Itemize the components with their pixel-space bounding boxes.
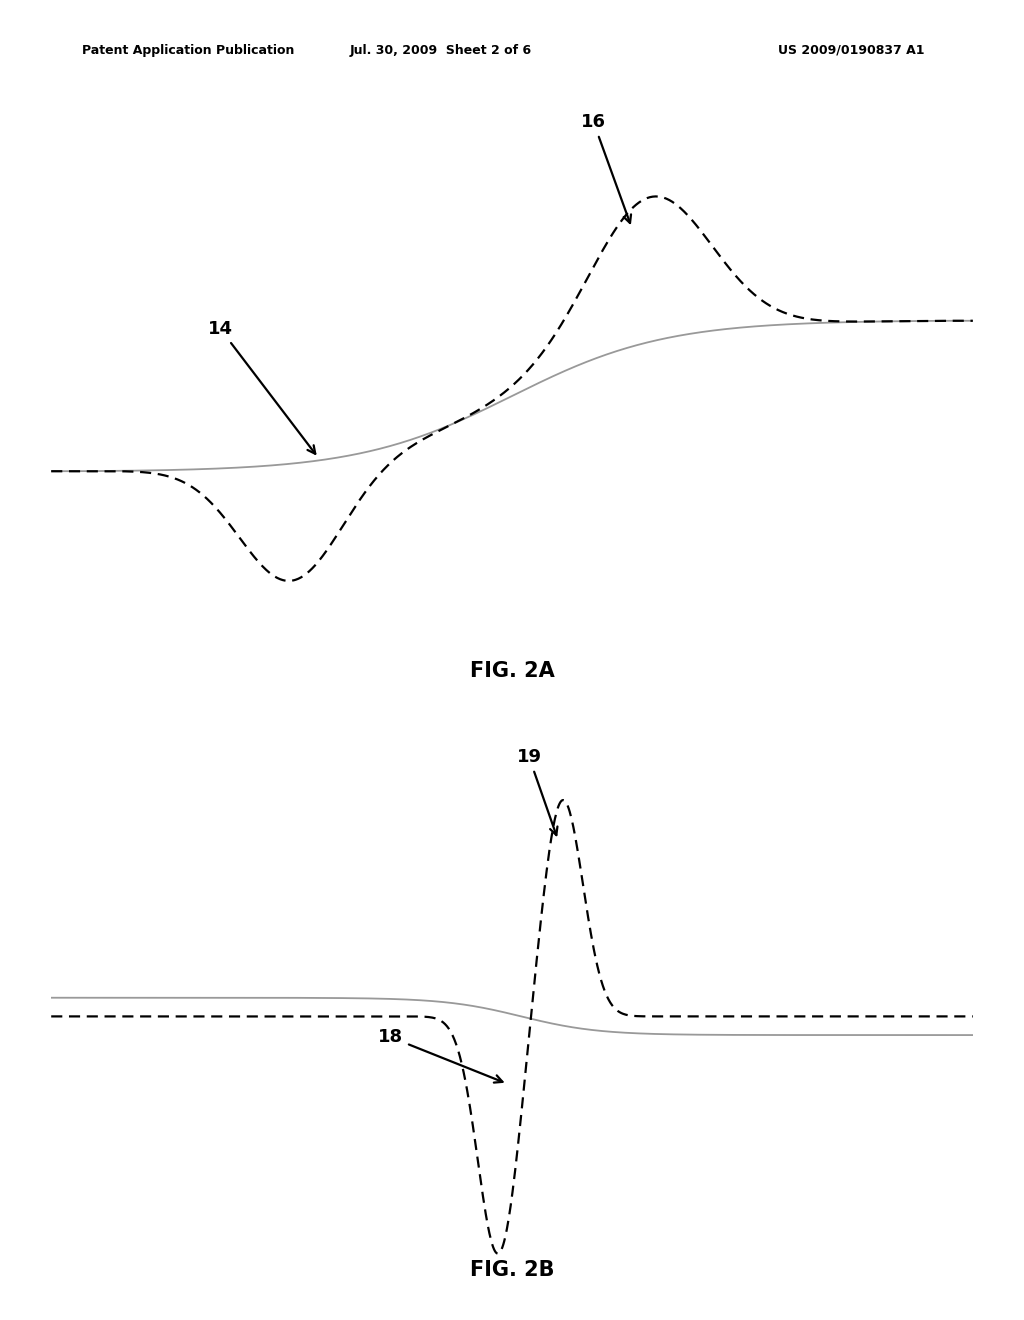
Text: 18: 18 (379, 1028, 503, 1082)
Text: 14: 14 (208, 319, 315, 454)
Text: Patent Application Publication: Patent Application Publication (82, 44, 294, 57)
Text: Jul. 30, 2009  Sheet 2 of 6: Jul. 30, 2009 Sheet 2 of 6 (349, 44, 531, 57)
Text: FIG. 2A: FIG. 2A (470, 661, 554, 681)
Text: 16: 16 (582, 114, 631, 223)
Text: 19: 19 (517, 748, 557, 836)
Text: US 2009/0190837 A1: US 2009/0190837 A1 (778, 44, 925, 57)
Text: FIG. 2B: FIG. 2B (470, 1261, 554, 1280)
